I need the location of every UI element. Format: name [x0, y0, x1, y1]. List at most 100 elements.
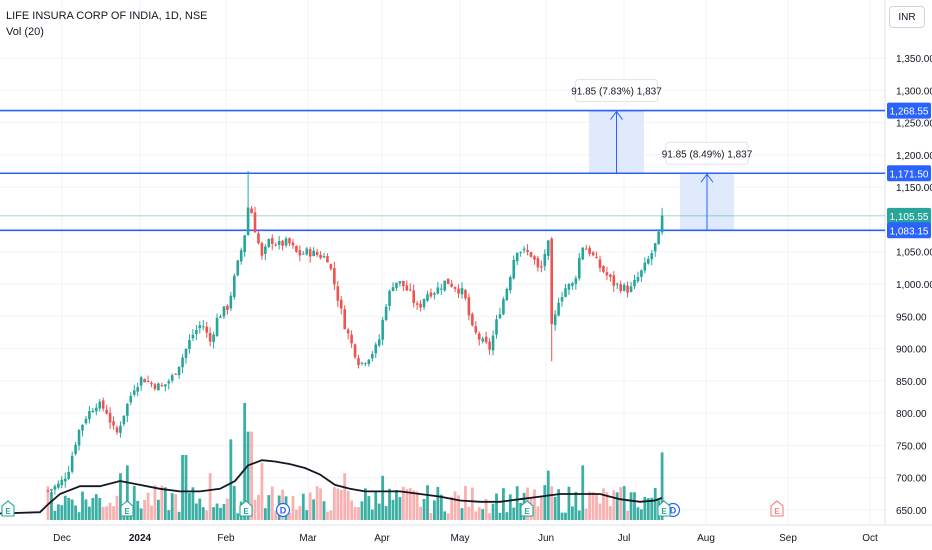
volume-bar: [260, 462, 264, 520]
candle-up: [60, 479, 64, 485]
candle-up: [481, 338, 484, 342]
candle-up: [95, 407, 98, 412]
candle-up: [219, 316, 222, 318]
volume-bar: [60, 505, 64, 520]
dividend-marker-label: D: [670, 506, 677, 516]
candle-up: [388, 290, 391, 306]
volume-bar: [446, 513, 450, 520]
candle-up: [615, 283, 619, 285]
time-tick-label: Dec: [53, 533, 71, 544]
candle-up: [660, 215, 664, 233]
candle-down: [346, 329, 350, 334]
candle-up: [302, 253, 305, 255]
horizontal-levels[interactable]: [0, 109, 885, 232]
volume-bar: [163, 487, 167, 520]
candle-up: [543, 253, 547, 267]
candle-up: [119, 425, 122, 433]
volume-bar: [591, 491, 595, 520]
candle-down: [257, 233, 260, 244]
volume-bar: [536, 506, 540, 520]
volume-bar: [505, 512, 509, 520]
candle-down: [612, 275, 616, 286]
time-tick-label: Aug: [697, 533, 715, 544]
volume-bar: [160, 485, 164, 520]
volume-bar: [484, 498, 488, 520]
candle-up: [622, 284, 626, 291]
volume-bar: [464, 485, 467, 520]
volume-bar: [577, 510, 581, 520]
candle-up: [512, 259, 516, 279]
candle-down: [605, 272, 609, 276]
volume-bar: [515, 486, 519, 520]
volume-bar: [174, 494, 178, 520]
volume-bar: [419, 506, 422, 520]
volume-bar: [336, 488, 340, 520]
volume-bar: [150, 505, 153, 520]
volume-bar: [91, 497, 95, 520]
candle-down: [609, 274, 612, 277]
time-tick-label: May: [451, 533, 470, 544]
volume-bar: [232, 485, 236, 520]
price-axis[interactable]: 1,350.00 1,300.00 1,250.00 1,200.00 1,150.00…: [887, 54, 932, 517]
volume-bar: [291, 496, 295, 520]
candle-up: [657, 231, 660, 245]
time-tick-label: 2024: [129, 533, 152, 544]
volume-bar: [98, 497, 102, 520]
candle-up: [88, 411, 91, 420]
volume-bar: [177, 511, 181, 520]
candle-down: [415, 303, 419, 305]
candle-up: [502, 299, 505, 315]
volume-bar: [640, 509, 643, 520]
earnings-marker-label: E: [243, 507, 249, 516]
volume-bar: [557, 489, 560, 520]
candle-down: [588, 247, 591, 254]
candle-down: [226, 305, 229, 311]
measure-boxes: 91.85 (7.83%) 1,837 91.85 (8.49%) 1,837: [571, 79, 753, 231]
candle-up: [164, 384, 167, 387]
earnings-marker: [657, 500, 671, 517]
candle-up: [222, 306, 226, 317]
volume-bar: [467, 506, 471, 520]
candle-down: [270, 238, 274, 244]
volume-bar: [243, 403, 247, 520]
time-axis[interactable]: Dec 2024 Feb Mar Apr May Jun Jul Aug Sep Oct: [53, 533, 878, 544]
currency-unit-button[interactable]: INR: [889, 6, 925, 28]
candle-up: [491, 335, 495, 351]
candle-up: [367, 359, 371, 364]
candle-up: [188, 339, 191, 349]
volume-bar: [408, 488, 412, 520]
volume-bar: [470, 487, 474, 520]
volume-bar: [650, 497, 654, 520]
candle-up: [546, 240, 550, 256]
candle-up: [84, 418, 88, 424]
candle-down: [160, 385, 164, 387]
symbol-title[interactable]: LIFE INSURA CORP OF INDIA, 1D, NSE: [6, 10, 208, 22]
dividend-marker-label: D: [280, 506, 287, 516]
candle-up: [264, 246, 267, 254]
volume-bar: [50, 491, 53, 520]
volume-bar: [422, 498, 426, 520]
volume-bar: [167, 510, 171, 520]
volume-bar: [263, 508, 267, 520]
event-markers[interactable]: E E E D E DE E: [1, 500, 784, 518]
candle-up: [184, 348, 188, 358]
volume-bar: [457, 495, 460, 520]
candle-down: [471, 313, 474, 326]
volume-bar: [370, 509, 374, 520]
volume-bar: [153, 485, 157, 520]
volume-bar: [132, 486, 136, 520]
candle-down: [467, 297, 471, 316]
candle-down: [333, 268, 336, 285]
earnings-marker: [770, 500, 784, 517]
candle-up: [212, 334, 215, 343]
volume-bar: [301, 493, 305, 520]
volume-bar: [588, 491, 592, 520]
volume-bar: [315, 486, 319, 520]
volume-indicator-label[interactable]: Vol (20): [6, 26, 44, 38]
volume-bar: [74, 505, 77, 520]
volume-bar: [257, 494, 260, 520]
candle-down: [464, 289, 467, 299]
price-label-badge: [887, 222, 931, 239]
volume-bar: [374, 491, 378, 520]
